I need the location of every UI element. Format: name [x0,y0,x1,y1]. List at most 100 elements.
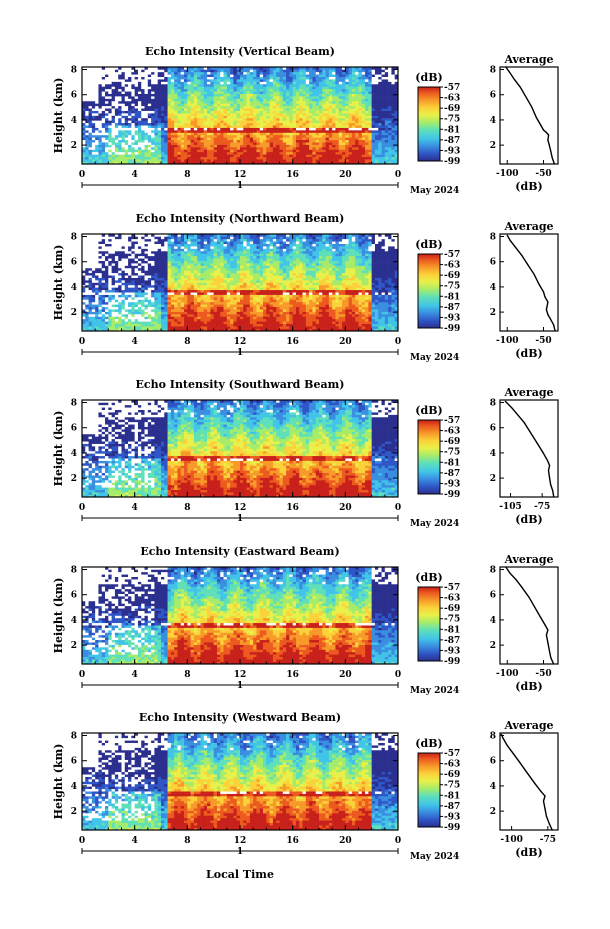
heatmap-cell [85,74,89,77]
heatmap-cell [335,69,340,73]
heatmap-cell [151,100,155,104]
heatmap-cell [151,96,155,99]
heatmap-cell [200,127,205,131]
heatmap-cell [95,161,99,165]
heatmap-cell [348,156,353,160]
heatmap-cell [233,151,238,155]
heatmap-cell [82,328,86,332]
heatmap-cell [91,96,96,99]
heatmap-cell [342,130,346,133]
heatmap-cell [121,142,126,145]
heatmap-cell [259,144,264,148]
heatmap-cell [210,76,214,80]
heatmap-cell [345,125,349,128]
heatmap-cell [151,134,155,138]
heatmap-cell [147,289,152,293]
heatmap-cell [253,83,257,87]
heatmap-cell [184,113,188,116]
heatmap-cell [338,154,343,158]
heatmap-cell [88,323,93,327]
heatmap-cell [193,130,198,133]
heatmap-cell [118,142,122,145]
heatmap-cell [144,91,149,94]
heatmap-cell [111,297,116,300]
heatmap-cell [203,81,208,85]
heatmap-cell [272,91,277,94]
heatmap-cell [174,108,178,111]
heatmap-cell [98,299,103,303]
heatmap-cell [302,79,307,82]
heatmap-cell [315,139,320,143]
heatmap-cell [365,88,369,92]
heatmap-cell [197,132,201,136]
heatmap-cell [378,113,382,116]
heatmap-cell [167,76,172,80]
heatmap-cell [85,253,89,257]
heatmap-cell [144,284,149,288]
heatmap-cell [101,96,106,99]
heatmap-cell [348,137,353,141]
heatmap-cell [282,117,287,121]
heatmap-cell [220,125,224,128]
heatmap-cell [365,120,369,124]
heatmap-cell [180,81,185,85]
heatmap-cell [302,120,307,124]
heatmap-cell [295,83,300,87]
heatmap-cell [157,311,162,315]
heatmap-cell [279,132,284,136]
heatmap-cell [381,69,386,73]
heatmap-cell [161,272,165,276]
heatmap-cell [91,154,96,158]
heatmap-cell [98,154,103,158]
heatmap-cell [161,71,165,75]
heatmap-cell [368,103,372,107]
heatmap-cell [88,151,93,155]
heatmap-cell [177,108,182,111]
heatmap-cell [124,323,129,327]
heatmap-cell [197,67,201,70]
heatmap-cell [88,326,93,329]
heatmap-cell [246,159,251,162]
heatmap-cell [328,151,333,155]
heatmap-cell [292,151,297,155]
heatmap-cell [82,88,86,92]
heatmap-cell [299,149,303,153]
heatmap-cell [154,151,159,155]
heatmap-cell [197,69,201,73]
heatmap-cell [384,83,389,87]
heatmap-cell [101,130,106,133]
heatmap-cell [200,76,205,80]
heatmap-cell [157,115,162,119]
heatmap-cell [348,125,353,128]
heatmap-cell [131,134,135,138]
heatmap-cell [289,139,293,143]
heatmap-cell [249,103,254,107]
heatmap-cell [88,161,93,165]
heatmap-cell [184,86,188,90]
heatmap-cell [216,154,221,158]
heatmap-cell [88,115,93,119]
heatmap-cell [82,284,86,288]
heatmap-cell [295,127,300,131]
heatmap-cell [157,86,162,90]
heatmap-cell [174,137,178,141]
heatmap-cell [82,91,86,94]
heatmap-cell [243,96,247,99]
heatmap-cell [82,299,86,303]
heatmap-cell [114,142,119,145]
heatmap-cell [128,328,132,332]
heatmap-cell [345,159,349,162]
heatmap-cell [249,93,254,97]
heatmap-cell [137,100,142,104]
heatmap-cell [391,83,396,87]
heatmap-cell [266,81,270,85]
heatmap-cell [147,88,152,92]
heatmap-cell [282,79,287,82]
heatmap-cell [177,110,182,114]
heatmap-cell [240,83,244,87]
heatmap-cell [325,125,330,128]
heatmap-cell [105,263,109,266]
heatmap-cell [345,88,349,92]
heatmap-cell [345,142,349,145]
heatmap-cell [322,91,326,94]
